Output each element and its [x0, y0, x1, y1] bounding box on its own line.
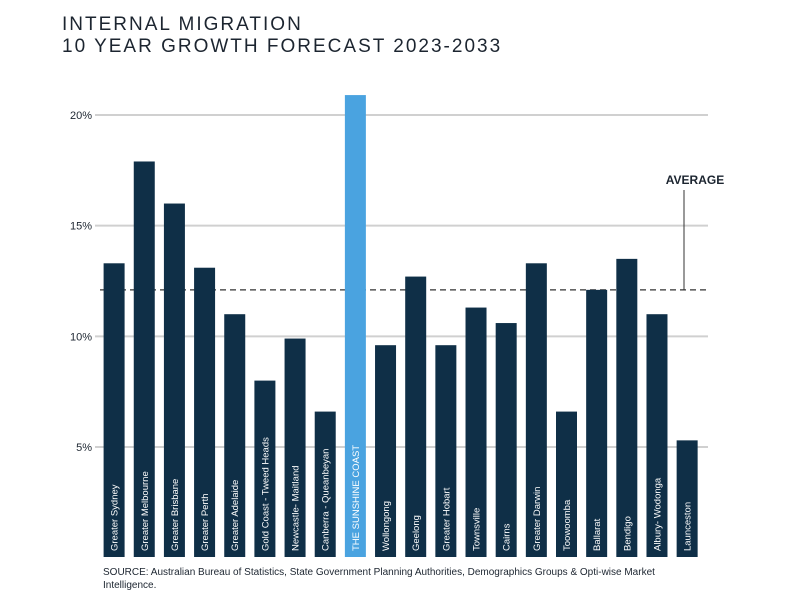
bar-labels: Greater Sydney Greater Melbourne Greater B… [110, 437, 694, 551]
bar-label: Newcastle- Maitland [291, 465, 302, 551]
bar-label: Canberra - Queanbeyan [321, 449, 332, 551]
bar [284, 338, 306, 557]
bar-label: Launceston [683, 502, 694, 551]
bar [616, 258, 638, 557]
bar-label: Greater Hobart [441, 487, 452, 551]
bar [676, 440, 698, 557]
y-axis-ticks: 5% 10% 15% 20% [70, 110, 92, 454]
average-label: AVERAGE [666, 173, 724, 187]
bar-label: Greater Perth [200, 493, 211, 551]
title-line-2: 10 YEAR GROWTH FORECAST 2023-2033 [62, 36, 503, 57]
bar-label: Greater Melbourne [140, 471, 151, 551]
y-tick-label: 5% [76, 442, 92, 454]
bar [254, 380, 276, 557]
bar [344, 95, 366, 557]
y-tick-label: 15% [70, 221, 92, 233]
bars [103, 95, 698, 558]
chart-title: INTERNAL MIGRATION 10 YEAR GROWTH FORECA… [62, 14, 502, 58]
bar [194, 267, 216, 557]
bar [646, 314, 668, 557]
bar [163, 203, 185, 558]
bar [556, 411, 577, 557]
bar [133, 161, 155, 558]
bar-label: Wollongong [381, 501, 392, 551]
bar-label: Albury- Wodonga [652, 477, 663, 551]
bar-label: Greater Adelaide [230, 480, 241, 551]
bar-label: Bendigo [622, 516, 633, 551]
bar [586, 289, 608, 557]
bar-label: Greater Darwin [532, 487, 543, 551]
bar-label: Geelong [411, 515, 422, 551]
y-tick-label: 10% [70, 331, 92, 343]
source-note: SOURCE: Australian Bureau of Statistics,… [103, 567, 655, 591]
bar [435, 345, 457, 557]
title-line-1: INTERNAL MIGRATION [62, 14, 303, 35]
bar-label: Greater Sydney [110, 484, 121, 551]
bar-label: Toowoomba [562, 499, 573, 551]
bar-label: Gold Coast - Tweed Heads [260, 437, 271, 551]
bar-label: THE SUNSHINE COAST [351, 445, 362, 551]
y-tick-label: 20% [70, 110, 92, 122]
bar [224, 314, 246, 557]
bar-label: Ballarat [592, 518, 603, 551]
bar [495, 323, 517, 557]
gridlines [95, 114, 708, 448]
bar-label: Townsville [472, 508, 483, 551]
bar [375, 345, 397, 557]
bar [405, 276, 427, 557]
bar [103, 263, 125, 557]
bar [314, 411, 336, 557]
bar-label: Cairns [502, 523, 513, 551]
bar [465, 307, 487, 557]
bar-label: Greater Brisbane [170, 479, 181, 551]
bar [525, 263, 547, 557]
